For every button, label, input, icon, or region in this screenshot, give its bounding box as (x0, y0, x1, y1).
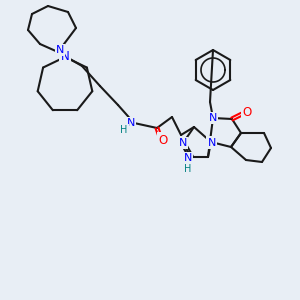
Text: O: O (158, 134, 168, 146)
Text: N: N (184, 153, 192, 163)
Text: H: H (184, 164, 192, 174)
Text: N: N (207, 137, 215, 147)
Text: N: N (209, 113, 217, 123)
Text: N: N (179, 138, 187, 148)
Text: O: O (242, 106, 252, 118)
Text: H: H (120, 125, 128, 135)
Text: N: N (208, 138, 216, 148)
Text: N: N (127, 118, 135, 128)
Text: N: N (61, 50, 69, 64)
Text: N: N (56, 45, 64, 55)
